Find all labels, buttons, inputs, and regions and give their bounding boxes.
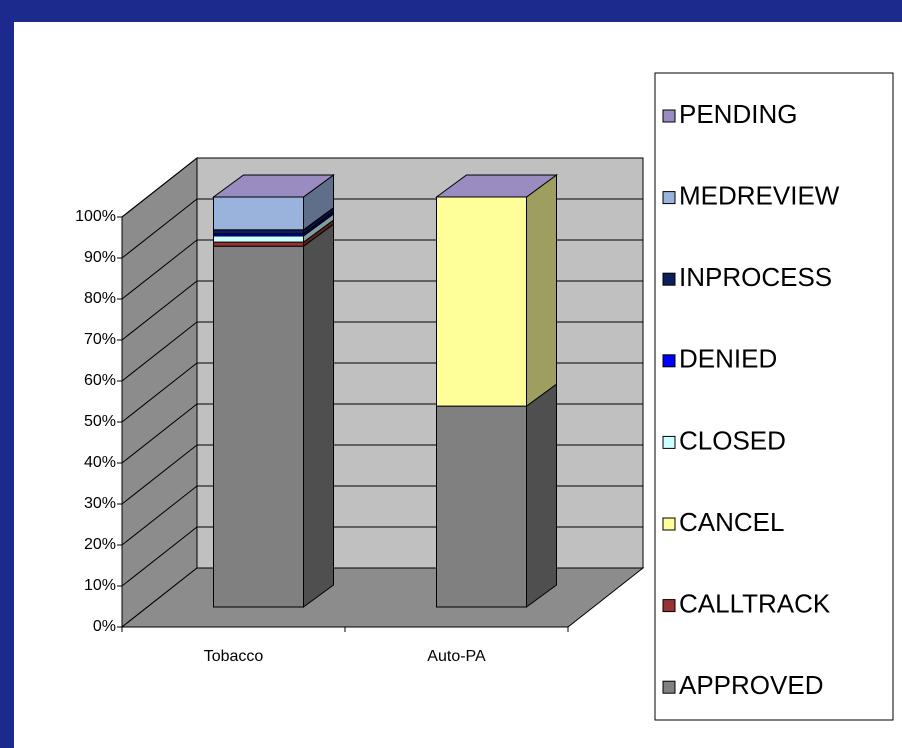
legend-label: CALLTRACK xyxy=(679,588,831,618)
legend-box xyxy=(654,72,894,721)
y-tick-label: 100% xyxy=(75,208,116,225)
bar xyxy=(436,196,527,407)
legend-swatch xyxy=(662,354,676,368)
bar-side xyxy=(526,174,557,408)
legend-label: PENDING xyxy=(679,99,797,129)
legend-swatch xyxy=(662,272,676,286)
legend-label: APPROVED xyxy=(679,670,824,700)
legend-label: MEDREVIEW xyxy=(679,180,840,210)
bar xyxy=(213,245,304,608)
y-tick-label: 40% xyxy=(84,454,116,471)
legend-swatch xyxy=(662,680,676,694)
legend-label: INPROCESS xyxy=(679,262,832,292)
y-tick-label: 0% xyxy=(93,618,116,635)
legend-label: CANCEL xyxy=(679,507,784,537)
y-tick-label: 60% xyxy=(84,372,116,389)
legend-swatch xyxy=(662,517,676,531)
y-tick-label: 50% xyxy=(84,413,116,430)
legend-swatch xyxy=(662,599,676,613)
legend-label: DENIED xyxy=(679,344,777,374)
grid-line xyxy=(121,157,643,218)
bar xyxy=(213,235,304,243)
bar xyxy=(213,241,304,247)
y-tick-label: 80% xyxy=(84,290,116,307)
y-tick-label: 30% xyxy=(84,495,116,512)
y-tick-label: 90% xyxy=(84,249,116,266)
legend-label: CLOSED xyxy=(679,425,786,455)
bar-top xyxy=(434,174,559,198)
bar xyxy=(213,196,304,231)
bar xyxy=(213,229,304,235)
x-tick-label: Tobacco xyxy=(204,648,264,665)
y-tick-label: 20% xyxy=(84,536,116,553)
x-tick-label: Auto-PA xyxy=(427,648,486,665)
legend-swatch xyxy=(662,191,676,205)
bar-side xyxy=(303,223,334,608)
bar-top xyxy=(211,174,336,198)
legend-swatch xyxy=(662,109,676,123)
y-tick-label: 10% xyxy=(84,577,116,594)
floor xyxy=(120,567,645,628)
bar-side xyxy=(526,383,557,608)
y-tick-label: 70% xyxy=(84,331,116,348)
legend-swatch xyxy=(662,435,676,449)
bar xyxy=(436,405,527,608)
